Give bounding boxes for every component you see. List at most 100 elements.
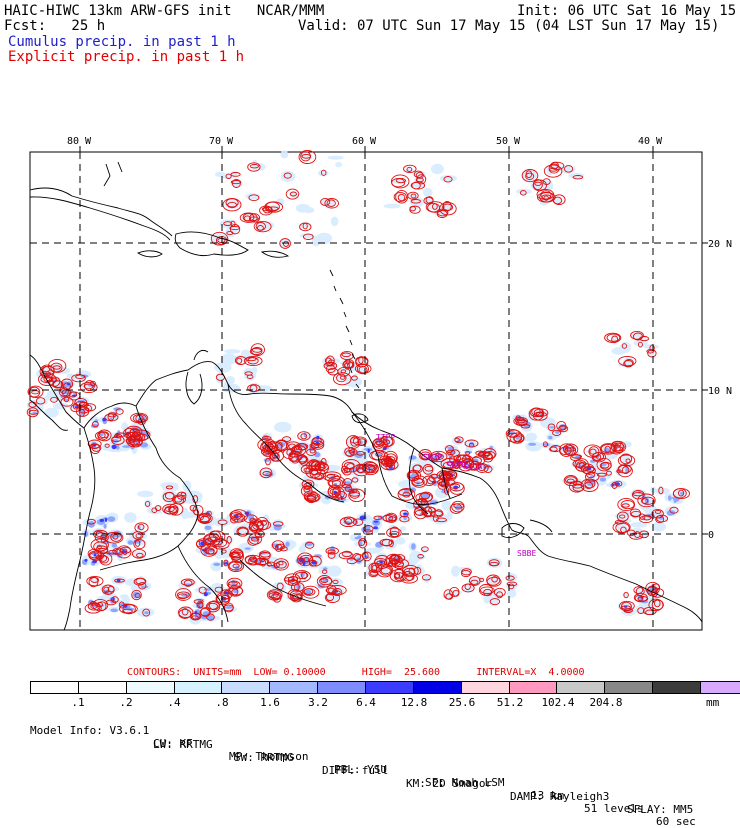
lon-label-60w: 60 W xyxy=(352,136,377,147)
explicit-contour xyxy=(637,341,643,348)
explicit-contour xyxy=(343,359,355,369)
explicit-contour xyxy=(255,557,270,565)
explicit-contour xyxy=(310,440,325,450)
explicit-contour xyxy=(352,436,367,446)
colorbar-labels: .1 .2 .4 .8 1.6 3.2 6.4 12.8 25.6 51.2 102.4 204.8 xyxy=(0,696,740,710)
explicit-contour xyxy=(52,365,61,370)
forecast-hour: Fcst: 25 h xyxy=(4,18,106,34)
cumulus-cell xyxy=(300,223,311,229)
colorbar-tick-label: .1 xyxy=(71,696,85,709)
explicit-contour xyxy=(332,579,339,585)
explicit-contour xyxy=(60,397,74,407)
valid-time: Valid: 07 UTC Sun 17 May 15 (04 LST Sun … xyxy=(298,18,720,34)
explicit-contour xyxy=(295,571,309,579)
explicit-contour xyxy=(247,384,261,393)
explicit-contour xyxy=(326,199,336,207)
explicit-contour xyxy=(279,238,291,249)
explicit-contour xyxy=(614,480,623,487)
explicit-contour xyxy=(342,478,353,486)
explicit-contour xyxy=(142,608,151,617)
explicit-contour xyxy=(620,601,632,612)
explicit-contour xyxy=(131,589,142,601)
explicit-contour xyxy=(268,206,279,211)
explicit-contour xyxy=(325,547,339,555)
explicit-contour xyxy=(91,444,102,452)
explicit-contour xyxy=(277,442,283,449)
explicit-contour xyxy=(496,591,504,599)
explicit-contour xyxy=(552,194,566,206)
cumulus-cell xyxy=(516,188,532,195)
explicit-contour xyxy=(422,464,434,475)
explicit-contour xyxy=(200,515,210,524)
explicit-contour xyxy=(413,566,422,575)
cumulus-cell xyxy=(330,546,336,553)
explicit-contour xyxy=(220,549,227,554)
explicit-contour xyxy=(168,503,184,516)
explicit-contour xyxy=(248,556,258,566)
explicit-contour xyxy=(265,441,283,455)
explicit-contour xyxy=(385,512,398,524)
explicit-contour xyxy=(336,493,342,499)
explicit-contour xyxy=(565,476,577,484)
explicit-contour xyxy=(126,435,143,448)
explicit-contour xyxy=(266,442,278,453)
explicit-contour xyxy=(382,439,391,445)
explicit-contour xyxy=(484,451,496,459)
explicit-contour xyxy=(616,511,629,522)
explicit-contour xyxy=(226,230,234,236)
colorbar-cell xyxy=(318,682,367,693)
explicit-contour xyxy=(669,506,679,514)
explicit-contour xyxy=(470,579,479,585)
model-title: HAIC-HIWC 13km ARW-GFS init NCAR/MMM xyxy=(4,3,325,19)
cumulus-cell xyxy=(548,435,553,440)
colorbar-tick-label: 3.2 xyxy=(308,696,328,709)
cumulus-core xyxy=(99,518,105,523)
explicit-contour xyxy=(584,471,600,482)
cumulus-cell xyxy=(463,583,475,593)
explicit-contour xyxy=(515,415,521,420)
explicit-contour xyxy=(429,450,448,463)
cumulus-cell xyxy=(266,204,280,211)
explicit-contour xyxy=(354,363,372,374)
explicit-contour xyxy=(176,491,187,500)
explicit-contour xyxy=(563,474,578,487)
colorbar-tick-label: 6.4 xyxy=(356,696,376,709)
explicit-contour xyxy=(304,541,315,549)
cumulus-core xyxy=(364,554,367,558)
explicit-contour xyxy=(125,425,143,438)
explicit-contour xyxy=(639,515,653,524)
explicit-contour xyxy=(596,457,612,472)
explicit-contour xyxy=(340,465,348,474)
explicit-contour xyxy=(403,164,417,174)
explicit-contour xyxy=(227,201,237,209)
explicit-contour xyxy=(237,527,249,535)
cumulus-cell xyxy=(643,344,660,350)
explicit-contour xyxy=(469,575,481,586)
explicit-contour xyxy=(297,431,311,441)
explicit-contour xyxy=(40,376,54,383)
explicit-contour xyxy=(110,596,119,603)
explicit-contour xyxy=(591,452,607,463)
explicit-contour xyxy=(612,521,631,534)
explicit-contour xyxy=(493,587,506,597)
explicit-contour xyxy=(475,463,489,473)
explicit-contour xyxy=(283,240,289,247)
explicit-contour xyxy=(339,516,358,528)
explicit-contour xyxy=(525,172,535,180)
cumulus-cell xyxy=(666,510,674,516)
explicit-contour xyxy=(222,198,242,212)
explicit-contour xyxy=(429,510,444,518)
explicit-contour xyxy=(576,461,585,469)
colorbar-tick-label: .4 xyxy=(167,696,181,709)
cumulus-cell xyxy=(325,464,341,472)
explicit-contour xyxy=(618,355,637,367)
explicit-contour xyxy=(639,336,650,342)
explicit-contour xyxy=(103,586,110,594)
explicit-contour xyxy=(619,514,626,519)
explicit-contour xyxy=(349,489,360,499)
explicit-contour xyxy=(294,583,300,591)
explicit-contour xyxy=(260,559,267,567)
explicit-contour xyxy=(389,526,400,538)
cumulus-cell xyxy=(505,573,518,583)
explicit-contour xyxy=(302,233,314,240)
